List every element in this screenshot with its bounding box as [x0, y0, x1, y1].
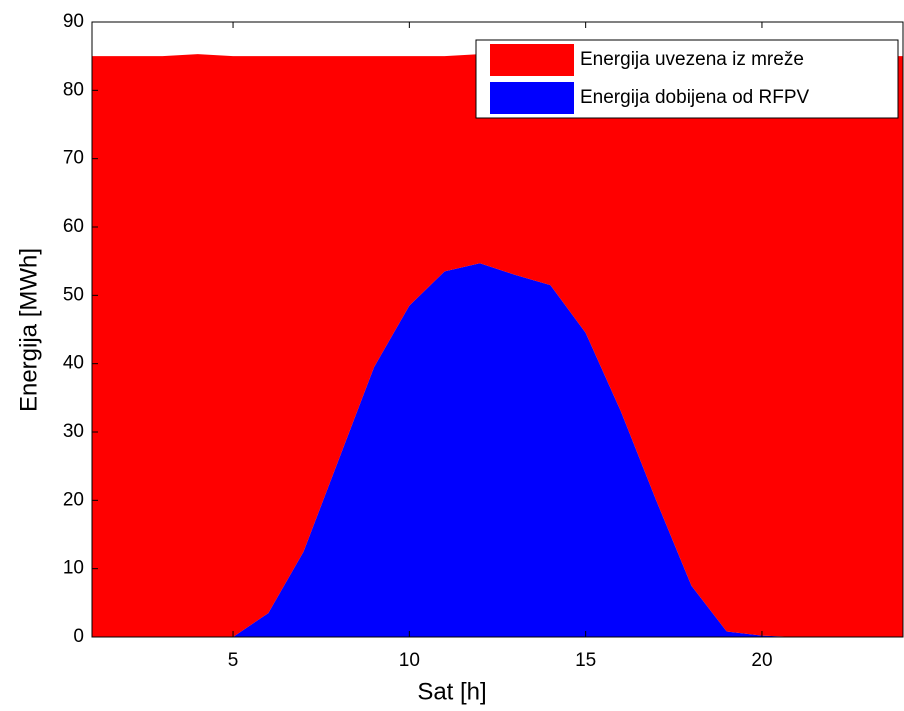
area: [92, 263, 903, 637]
legend-label: Energija dobijena od RFPV: [580, 87, 810, 108]
x-tick-label: 10: [399, 650, 420, 671]
legend-label: Energija uvezena iz mreže: [580, 49, 804, 70]
y-tick-label: 80: [63, 79, 84, 100]
y-tick-label: 70: [63, 148, 84, 169]
legend-swatch: [490, 82, 574, 114]
y-tick-label: 10: [63, 558, 84, 579]
x-axis-label: Sat [h]: [417, 678, 486, 705]
y-tick-label: 90: [63, 11, 84, 32]
y-tick-label: 20: [63, 489, 84, 510]
area: [92, 54, 903, 638]
y-tick-label: 50: [63, 284, 84, 305]
y-tick-label: 30: [63, 421, 84, 442]
x-tick-label: 20: [751, 650, 772, 671]
y-axis-label: Energija [MWh]: [15, 248, 42, 412]
x-tick-label: 5: [228, 650, 239, 671]
y-tick-label: 60: [63, 216, 84, 237]
y-tick-label: 40: [63, 353, 84, 374]
x-tick-label: 15: [575, 650, 596, 671]
plot-frame: [91, 21, 904, 638]
y-tick-label: 0: [73, 626, 84, 647]
legend-swatch: [490, 44, 574, 76]
